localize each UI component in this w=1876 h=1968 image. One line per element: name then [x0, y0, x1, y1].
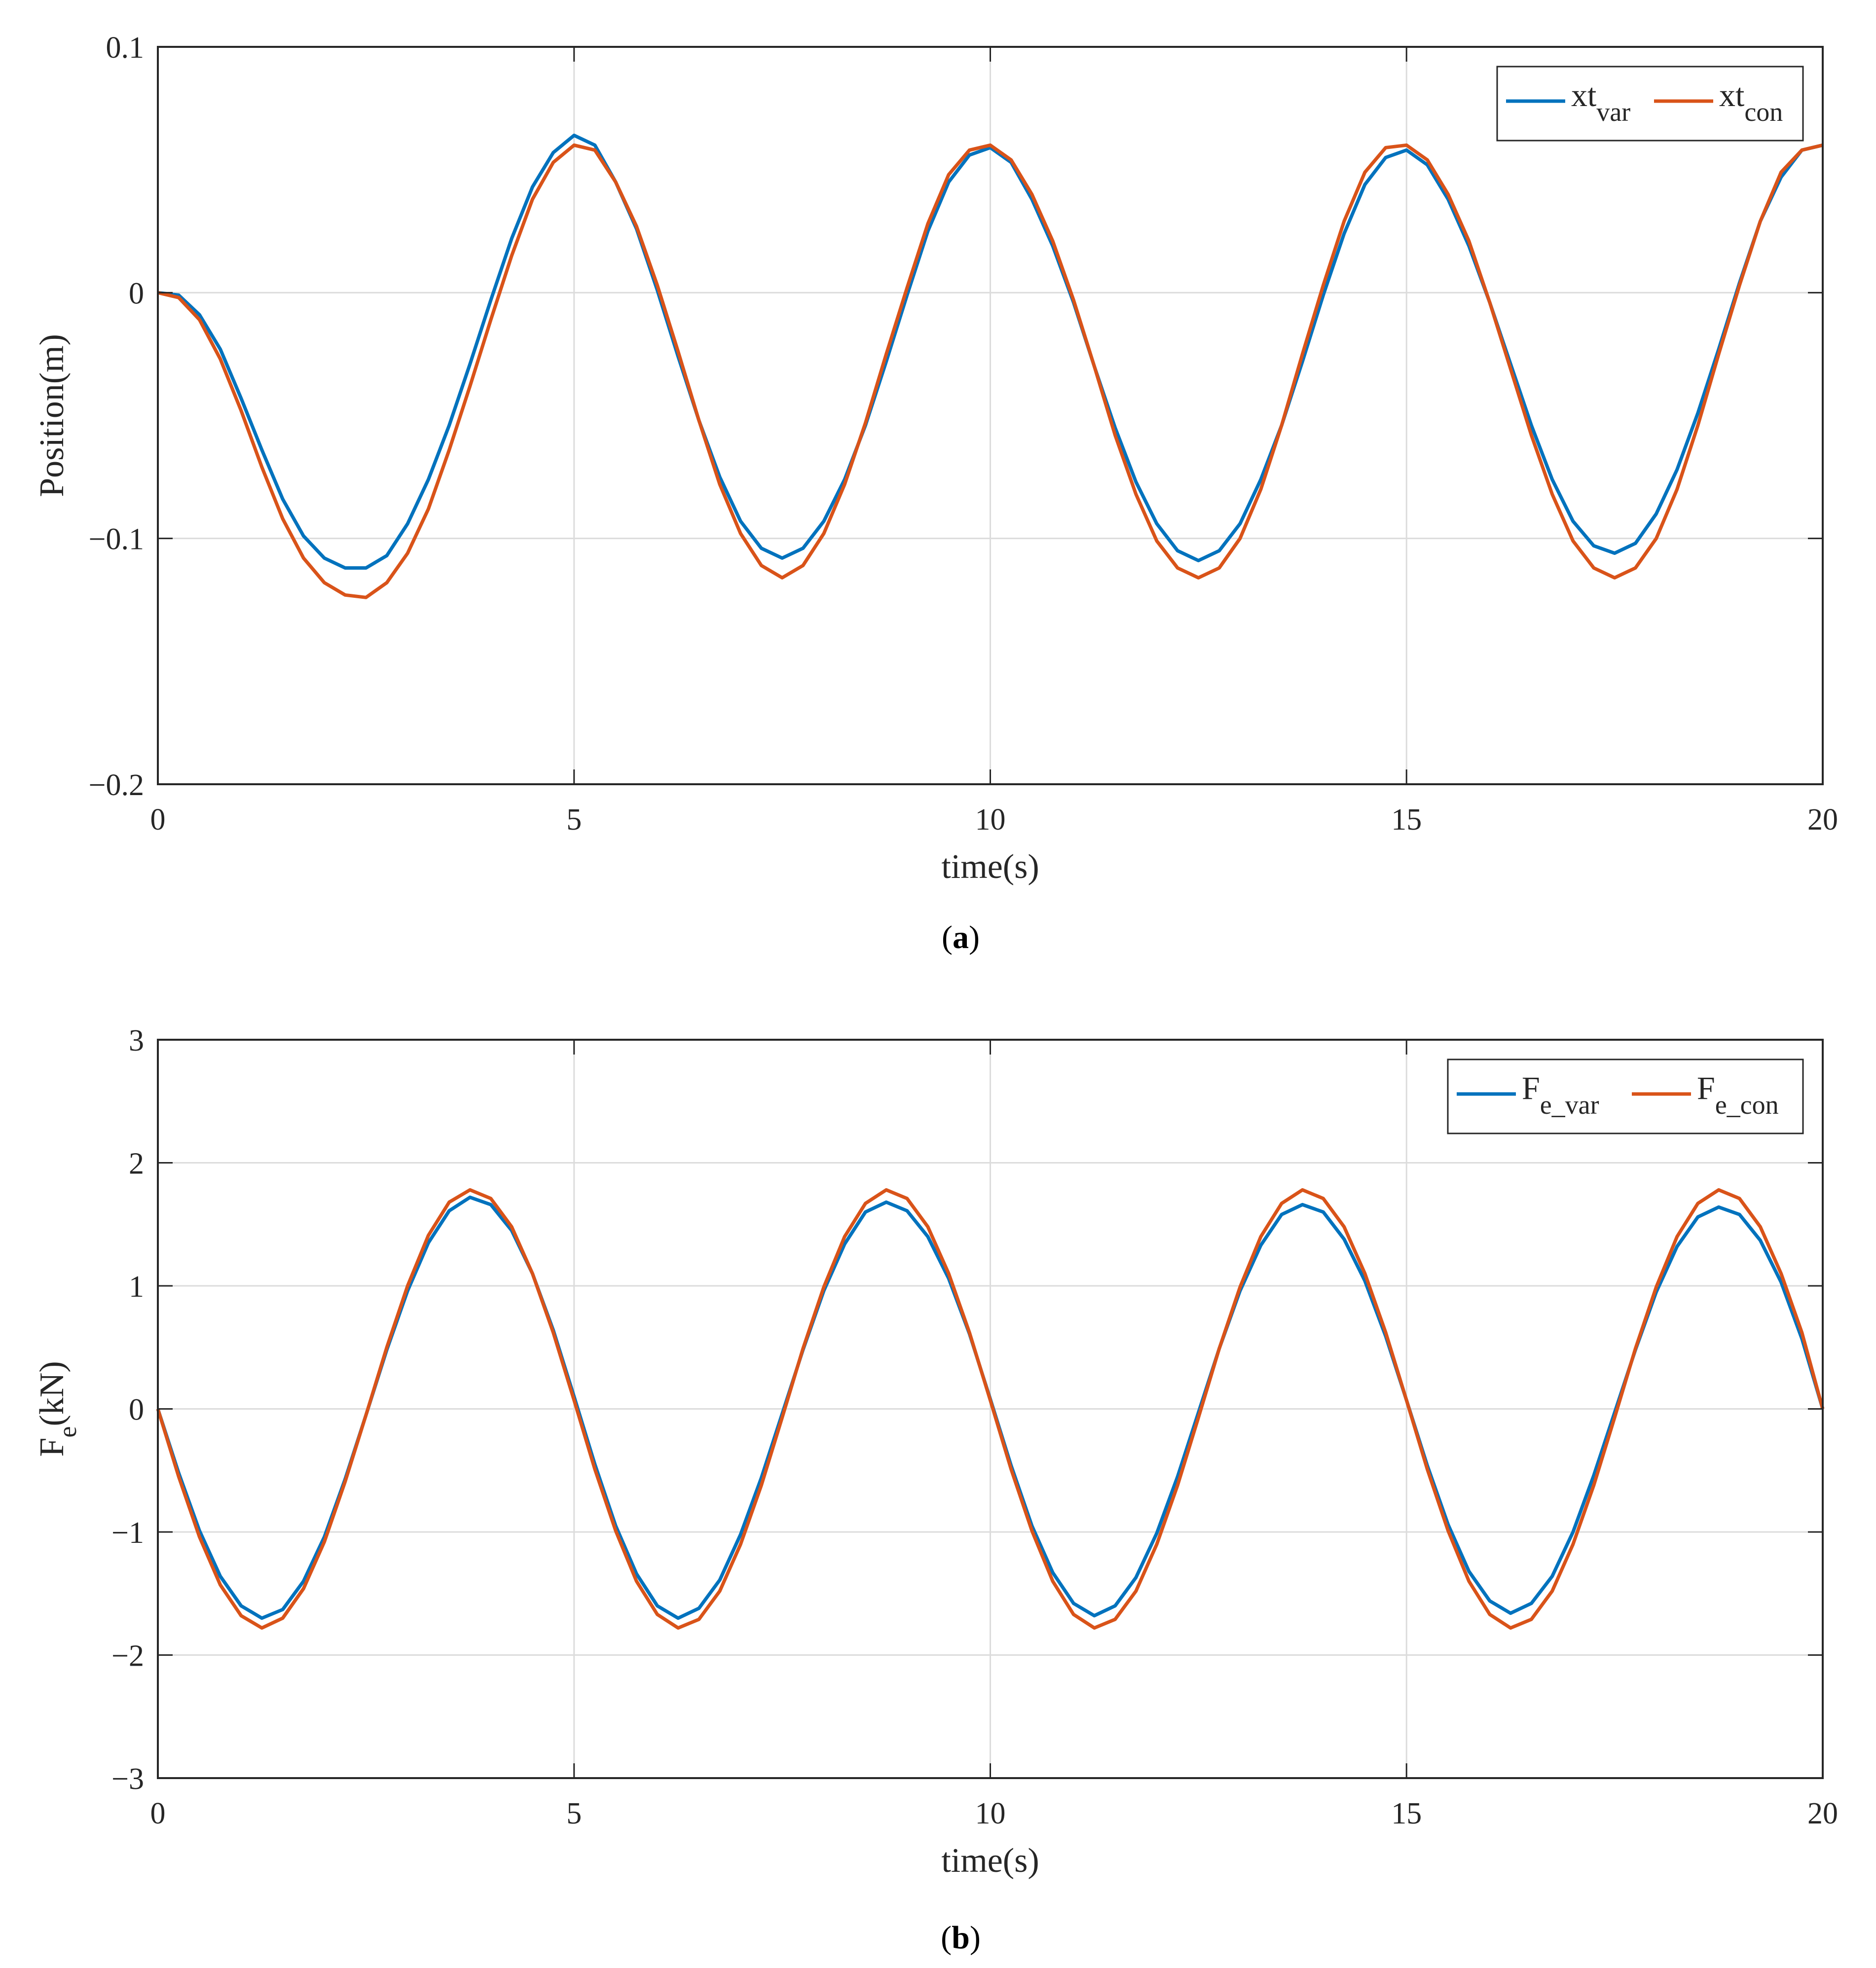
caption: (b): [941, 1920, 981, 1956]
y-tick-label: 0: [129, 277, 144, 310]
legend-entry: Fe_con: [1697, 1070, 1779, 1120]
x-tick-label: 5: [566, 803, 582, 837]
y-tick-label: −2: [111, 1640, 144, 1673]
y-tick-label: −0.2: [89, 768, 144, 802]
legend-box: [1447, 1058, 1804, 1134]
y-tick-label: 0.1: [106, 31, 145, 65]
x-axis-label: time(s): [941, 1842, 1039, 1880]
x-tick-label: 10: [975, 803, 1006, 837]
y-tick-label: 1: [129, 1270, 144, 1304]
legend-entry: xtcon: [1719, 77, 1783, 127]
y-axis-label: Fe(kN): [33, 1361, 82, 1457]
chart-a: 0 5 10 15 20 −0.2 −0.1 0 0.1 time(s) Position(m) xt…: [33, 31, 1838, 955]
x-tick-label: 20: [1807, 803, 1838, 837]
x-tick-label: 15: [1391, 1797, 1422, 1830]
x-tick-label: 0: [150, 1797, 166, 1830]
x-axis-label: time(s): [941, 848, 1039, 886]
legend: Fe_var Fe_con: [1447, 1058, 1804, 1134]
x-tick-label: 20: [1807, 1797, 1838, 1830]
x-tick-label: 5: [566, 1797, 582, 1830]
y-tick-label: −1: [111, 1516, 144, 1550]
legend-entry: Fe_var: [1522, 1070, 1599, 1120]
legend-entry: xtvar: [1571, 77, 1630, 127]
x-tick-label: 10: [975, 1797, 1006, 1830]
series-line-var: [157, 133, 1823, 570]
y-axis-label: Position(m): [33, 334, 71, 497]
x-tick-label: 15: [1391, 803, 1422, 837]
y-tick-label: 2: [129, 1147, 144, 1181]
y-tick-label: 3: [129, 1024, 144, 1057]
legend: xtvar xtcon: [1496, 66, 1804, 142]
caption: (a): [942, 919, 980, 955]
y-tick-label: −3: [111, 1762, 144, 1796]
x-tick-label: 0: [150, 803, 166, 837]
y-tick-label: 0: [129, 1393, 144, 1427]
series-line-con: [157, 143, 1823, 599]
y-tick-label: −0.1: [89, 523, 144, 556]
legend-box: [1496, 66, 1804, 142]
series-line-e-con: [156, 1188, 1825, 1630]
